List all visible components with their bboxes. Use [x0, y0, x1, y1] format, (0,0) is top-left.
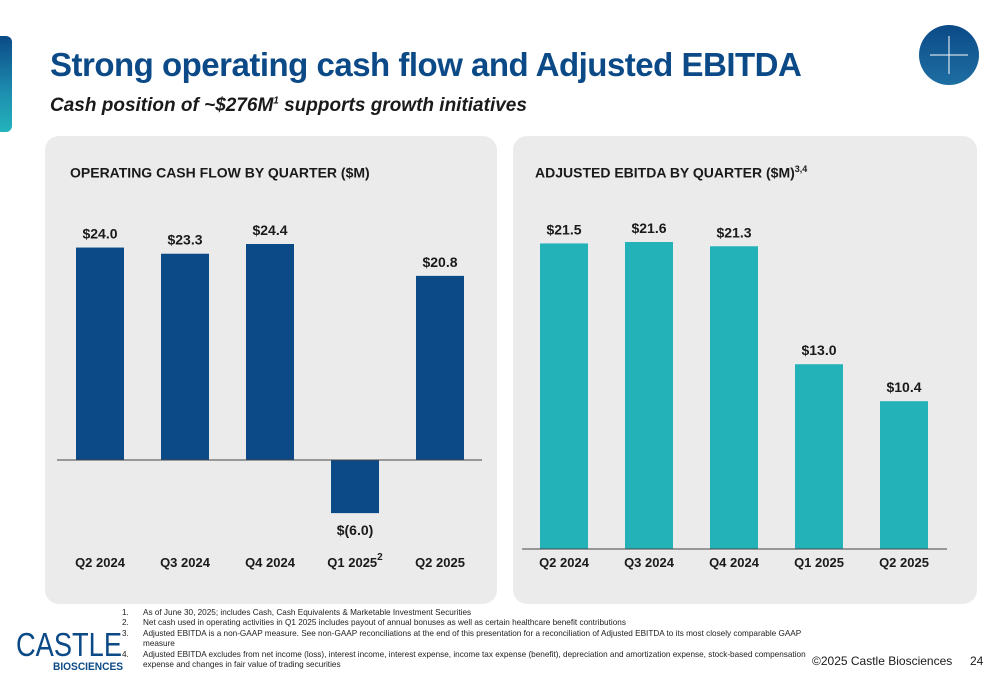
data-label: $21.5: [546, 221, 581, 237]
footnote-2: 2. Net cash used in operating activities …: [122, 618, 626, 628]
copyright: ©2025 Castle Biosciences: [812, 654, 953, 668]
subtitle-footnote-ref: 1: [273, 95, 279, 107]
category-label: Q2 2025: [415, 555, 465, 570]
bar-q2-2024: [540, 243, 588, 549]
data-label: $21.6: [631, 220, 666, 236]
footnote-4: 4. Adjusted EBITDA excludes from net inco…: [122, 649, 806, 670]
category-label: Q2 2024: [539, 555, 590, 570]
data-label: $21.3: [716, 224, 751, 240]
operating-cash-flow-title: OPERATING CASH FLOW BY QUARTER ($M): [70, 164, 370, 181]
data-label: $10.4: [886, 379, 921, 395]
subtitle-rest: supports growth initiatives: [278, 95, 527, 116]
footnote-1: 1. As of June 30, 2025; includes Cash, Ca…: [122, 608, 472, 617]
category-label: Q2 2024: [75, 555, 126, 570]
data-label: $23.3: [167, 232, 202, 248]
operating-cash-flow-chart: $24.0 Q2 2024 $23.3 Q3 2024 $24.4 Q4 2024 $(6.…: [57, 222, 482, 570]
bar-q2-2024: [76, 247, 124, 460]
category-label: Q4 2024: [245, 555, 296, 570]
adjusted-ebitda-panel: ADJUSTED EBITDA BY QUARTER ($M)3,4 $21.5…: [513, 136, 977, 604]
left-accent-bar: [0, 36, 12, 132]
slide-subtitle: Cash position of ~$276M1 supports growth…: [50, 95, 527, 117]
corner-crosshair-icon: [919, 25, 979, 85]
adjusted-ebitda-title: ADJUSTED EBITDA BY QUARTER ($M)3,4: [535, 164, 808, 181]
data-label: $13.0: [801, 342, 836, 358]
footnote-3: 3. Adjusted EBITDA is a non-GAAP measure.…: [122, 628, 802, 649]
castle-biosciences-logo: CASTLE BIOSCIENCES: [16, 626, 123, 673]
subtitle-text: Cash position of ~$276M: [50, 95, 274, 116]
category-label: Q3 2024: [160, 555, 211, 570]
svg-text:BIOSCIENCES: BIOSCIENCES: [53, 661, 123, 673]
data-label: $24.4: [252, 222, 287, 238]
category-label: Q1 20252: [327, 552, 383, 570]
bar-q4-2024: [710, 246, 758, 549]
bar-q2-2025: [416, 275, 464, 460]
bar-q3-2024: [625, 242, 673, 549]
operating-cash-flow-panel: OPERATING CASH FLOW BY QUARTER ($M) $24.…: [45, 136, 497, 604]
bar-q4-2024: [246, 244, 294, 460]
data-label: $20.8: [422, 254, 457, 270]
svg-text:CASTLE: CASTLE: [16, 626, 122, 663]
category-label: Q2 2025: [879, 555, 929, 570]
adjusted-ebitda-chart: $21.5 Q2 2024 $21.6 Q3 2024 $21.3 Q4 2024 $13.…: [522, 220, 947, 570]
bar-q2-2025: [880, 401, 928, 549]
data-label: $(6.0): [337, 522, 374, 538]
data-label: $24.0: [82, 226, 117, 242]
page-number: 24: [970, 654, 984, 668]
bar-q3-2024: [161, 253, 209, 460]
footnotes: 1. As of June 30, 2025; includes Cash, Ca…: [122, 608, 812, 670]
category-label: Q1 2025: [794, 555, 844, 570]
category-label: Q3 2024: [624, 555, 675, 570]
bar-q1-2025: [795, 364, 843, 549]
category-label: Q4 2024: [709, 555, 760, 570]
slide-title: Strong operating cash flow and Adjusted …: [50, 46, 802, 83]
bar-q1-2025: [331, 460, 379, 514]
